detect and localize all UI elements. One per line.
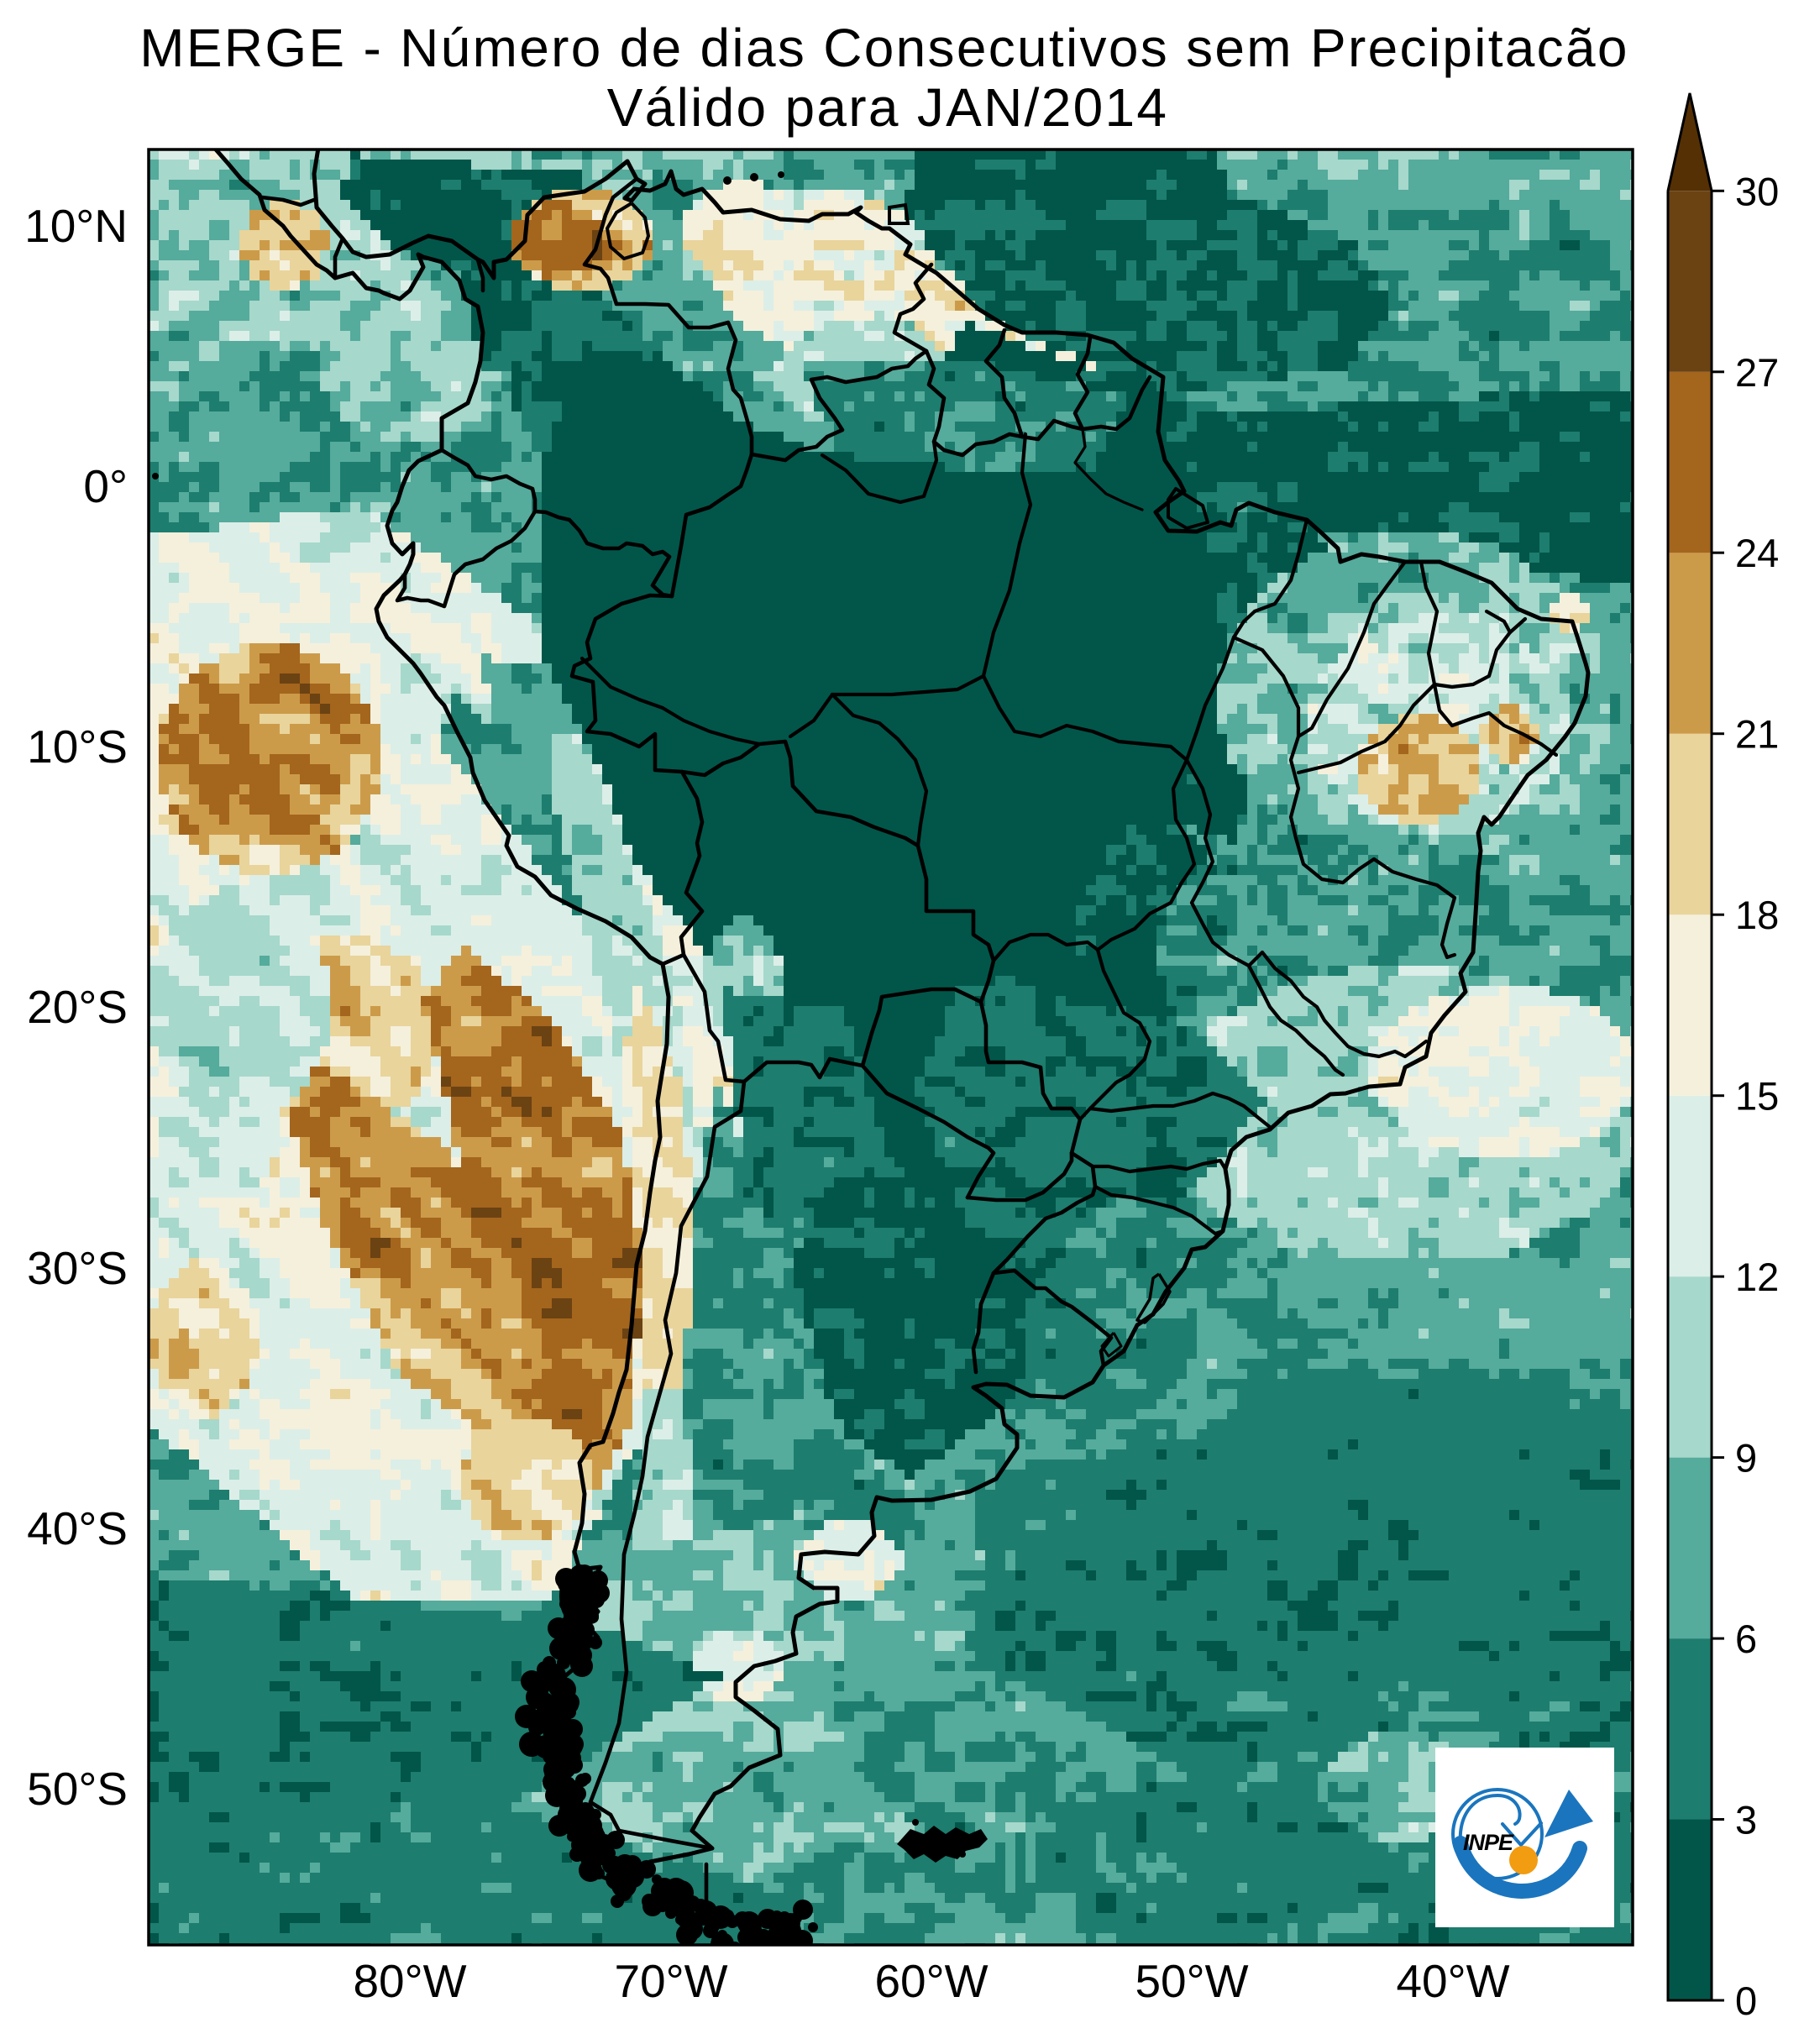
svg-text:0°: 0° — [83, 460, 128, 512]
svg-text:18: 18 — [1735, 893, 1779, 937]
svg-text:MERGE - Número de dias Consecu: MERGE - Número de dias Consecutivos sem … — [139, 18, 1629, 78]
svg-text:Válido para JAN/2014: Válido para JAN/2014 — [607, 77, 1169, 138]
svg-text:6: 6 — [1735, 1617, 1757, 1661]
svg-text:30°S: 30°S — [27, 1242, 128, 1294]
svg-text:60°W: 60°W — [874, 1955, 988, 2007]
svg-text:70°W: 70°W — [614, 1955, 727, 2007]
svg-text:INPE: INPE — [1463, 1830, 1514, 1855]
svg-text:40°W: 40°W — [1396, 1955, 1509, 2007]
svg-text:12: 12 — [1735, 1255, 1779, 1299]
svg-text:40°S: 40°S — [27, 1502, 128, 1554]
svg-text:30: 30 — [1735, 169, 1779, 213]
svg-text:10°S: 10°S — [27, 721, 128, 773]
svg-text:20°S: 20°S — [27, 981, 128, 1033]
svg-text:9: 9 — [1735, 1436, 1757, 1481]
svg-text:10°N: 10°N — [24, 200, 128, 252]
svg-text:3: 3 — [1735, 1798, 1757, 1842]
svg-text:50°S: 50°S — [27, 1763, 128, 1815]
svg-text:24: 24 — [1735, 531, 1779, 575]
svg-text:27: 27 — [1735, 350, 1779, 395]
svg-text:50°W: 50°W — [1135, 1955, 1248, 2007]
svg-text:15: 15 — [1735, 1074, 1779, 1119]
svg-text:21: 21 — [1735, 712, 1779, 757]
svg-text:0: 0 — [1735, 1978, 1757, 2023]
svg-text:80°W: 80°W — [353, 1955, 466, 2007]
